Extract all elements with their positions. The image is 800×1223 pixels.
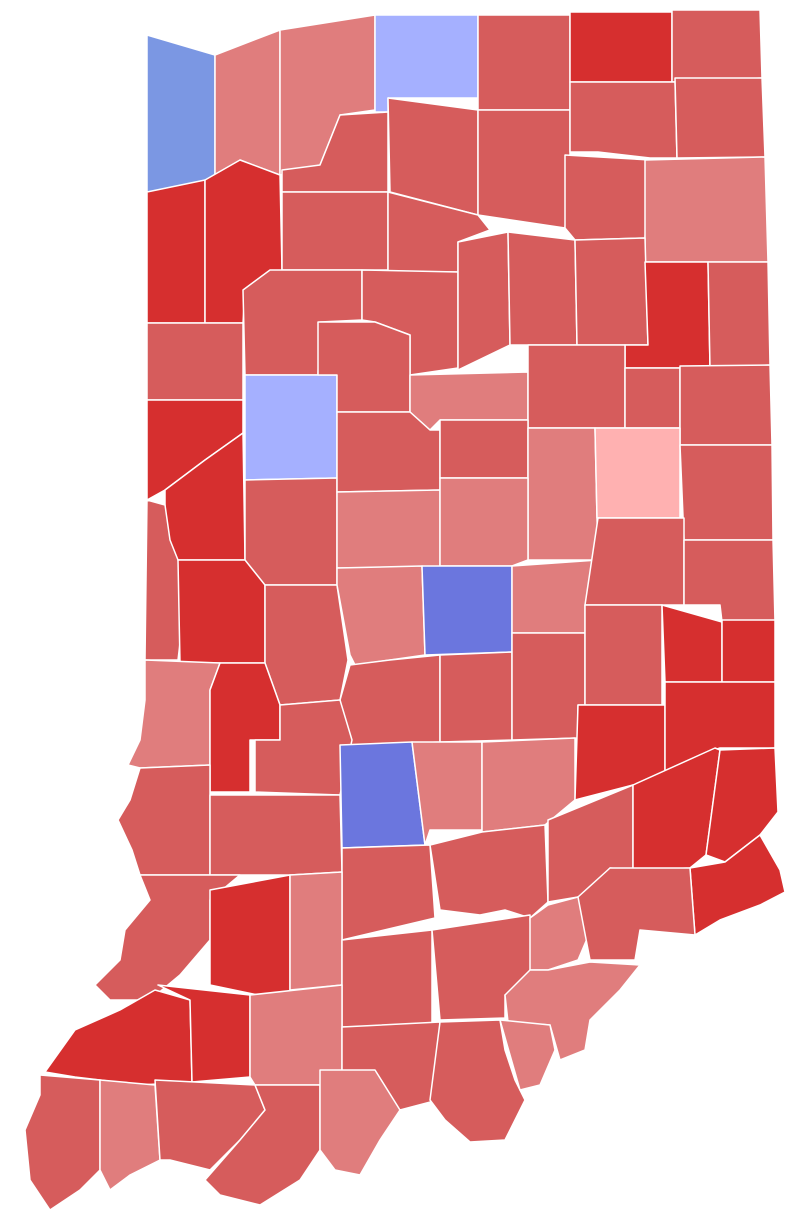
county: [336, 565, 426, 666]
county: [254, 699, 353, 796]
county: [683, 539, 776, 623]
county: [439, 419, 529, 479]
county: [264, 584, 349, 706]
county: [157, 984, 251, 1083]
county: [569, 81, 678, 159]
county: [341, 844, 436, 941]
county: [674, 77, 766, 159]
county: [429, 1019, 526, 1143]
county: [594, 427, 681, 519]
county: [439, 477, 529, 567]
county: [477, 109, 571, 229]
county: [339, 654, 441, 746]
county: [177, 559, 266, 664]
county: [244, 477, 338, 586]
county: [569, 11, 673, 83]
county: [421, 565, 513, 656]
county: [209, 662, 281, 793]
county: [721, 619, 776, 683]
county: [146, 179, 206, 324]
county: [574, 237, 649, 346]
county: [477, 14, 571, 111]
county: [679, 364, 773, 446]
county: [671, 9, 763, 83]
county: [214, 29, 281, 186]
county: [527, 344, 626, 429]
county: [527, 427, 599, 561]
county: [624, 367, 681, 429]
county: [146, 322, 244, 401]
county: [481, 737, 576, 833]
counties: [24, 9, 786, 1211]
county: [336, 489, 441, 569]
county: [117, 764, 211, 876]
county: [644, 156, 769, 263]
county: [457, 231, 511, 371]
county: [439, 651, 513, 743]
county: [374, 14, 479, 113]
county: [209, 874, 291, 996]
county: [44, 989, 193, 1086]
county: [341, 929, 433, 1028]
county: [689, 834, 786, 936]
county: [584, 604, 663, 706]
county: [411, 741, 483, 846]
county: [661, 604, 723, 683]
county: [127, 659, 221, 769]
county: [339, 741, 426, 849]
county: [281, 191, 389, 271]
county: [99, 1079, 161, 1191]
county: [584, 517, 685, 606]
county: [577, 867, 696, 961]
county: [707, 261, 771, 369]
county: [209, 794, 343, 876]
county: [564, 154, 651, 241]
county: [429, 824, 549, 919]
county: [511, 632, 586, 741]
county: [24, 1074, 101, 1211]
county: [507, 231, 578, 346]
county: [679, 444, 774, 541]
county: [244, 374, 338, 481]
county: [289, 871, 343, 991]
county: [499, 1019, 556, 1091]
county: [319, 1069, 401, 1176]
county: [146, 34, 216, 193]
